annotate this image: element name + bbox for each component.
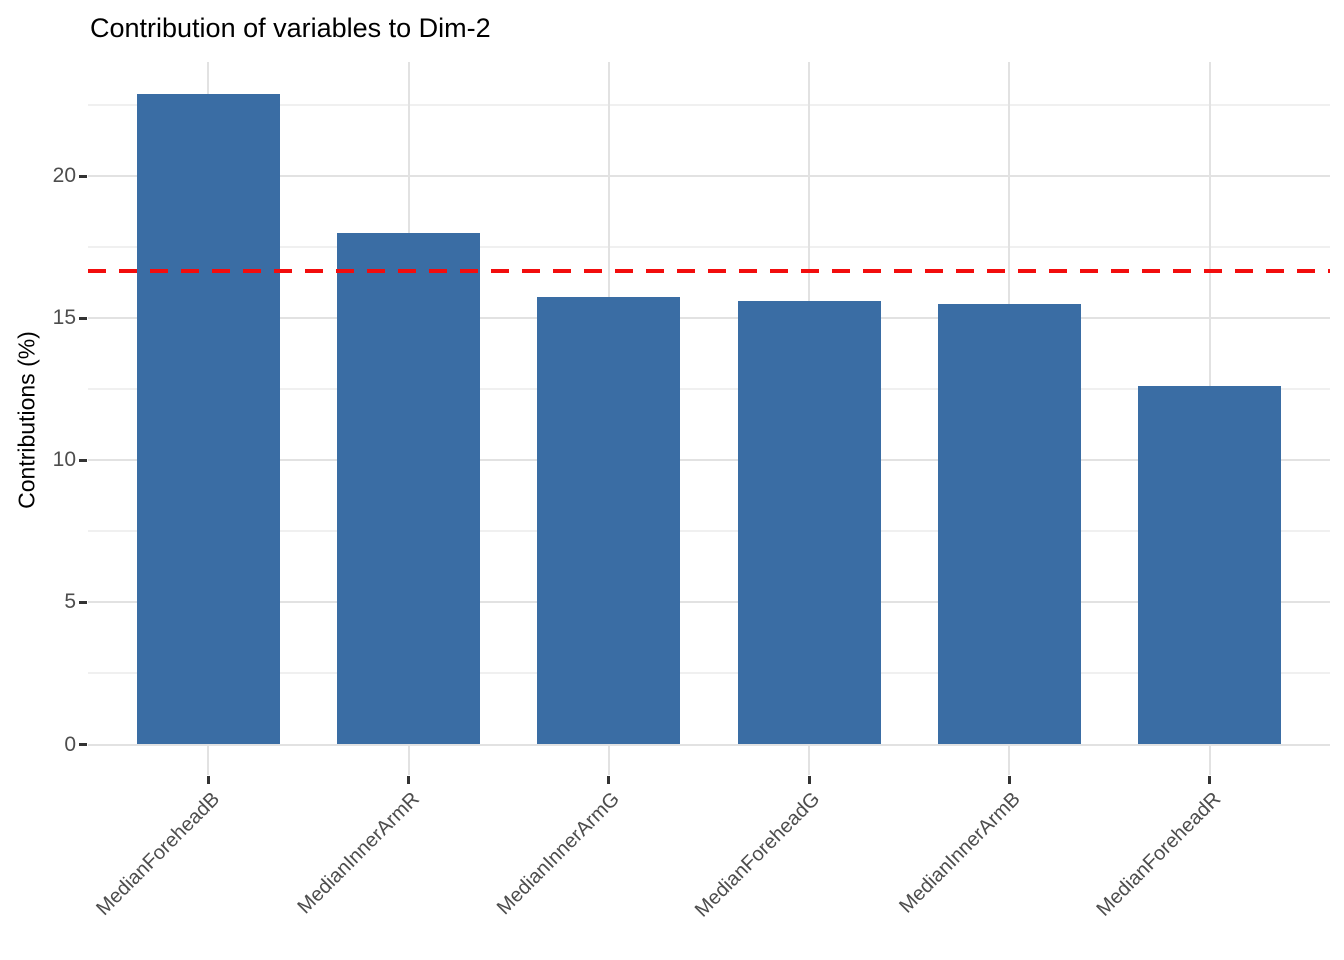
- x-tick-label: MedianForeheadR: [1092, 788, 1226, 921]
- bar-MedianForeheadG: [737, 301, 881, 745]
- gridline-major: [88, 601, 1330, 604]
- gridline-minor: [88, 530, 1330, 533]
- chart-title: Contribution of variables to Dim-2: [90, 13, 491, 43]
- reference-line: [88, 268, 1330, 273]
- x-tick-label: MedianInnerArmG: [493, 788, 625, 920]
- y-tick: [79, 458, 87, 462]
- x-tick-label: MedianInnerArmB: [895, 788, 1026, 918]
- gridline-minor: [88, 246, 1330, 249]
- bar-MedianInnerArmR: [337, 232, 481, 745]
- bar-MedianForeheadR: [1138, 386, 1282, 745]
- x-tick: [807, 776, 811, 784]
- x-tick: [1208, 776, 1212, 784]
- gridline-minor: [88, 388, 1330, 391]
- y-tick-label: 15: [52, 306, 76, 330]
- y-tick: [79, 600, 87, 604]
- y-tick: [79, 174, 87, 178]
- bar-MedianInnerArmB: [937, 303, 1081, 745]
- y-tick-label: 20: [52, 164, 76, 188]
- x-tick: [607, 776, 611, 784]
- y-tick-label: 5: [64, 590, 76, 614]
- x-tick-label: MedianInnerArmR: [293, 788, 425, 919]
- x-tick: [1007, 776, 1011, 784]
- x-tick-label: MedianForeheadG: [691, 788, 825, 922]
- bar-MedianInnerArmG: [537, 296, 681, 745]
- y-tick-label: 0: [64, 732, 76, 756]
- gridline-minor: [88, 672, 1330, 675]
- gridline-major: [88, 175, 1330, 178]
- gridline-minor: [88, 104, 1330, 107]
- y-tick: [79, 743, 87, 746]
- gridline-major: [88, 459, 1330, 462]
- x-tick-label: MedianForeheadB: [91, 788, 224, 920]
- plot-panel: [88, 62, 1330, 775]
- x-tick: [407, 776, 411, 784]
- y-tick: [79, 316, 87, 320]
- y-tick-label: 10: [52, 448, 76, 472]
- gridline-major: [88, 743, 1330, 746]
- x-tick: [206, 776, 210, 784]
- gridline-major: [88, 317, 1330, 320]
- bar-MedianForeheadB: [136, 93, 280, 745]
- y-axis-title: Contributions (%): [13, 331, 40, 509]
